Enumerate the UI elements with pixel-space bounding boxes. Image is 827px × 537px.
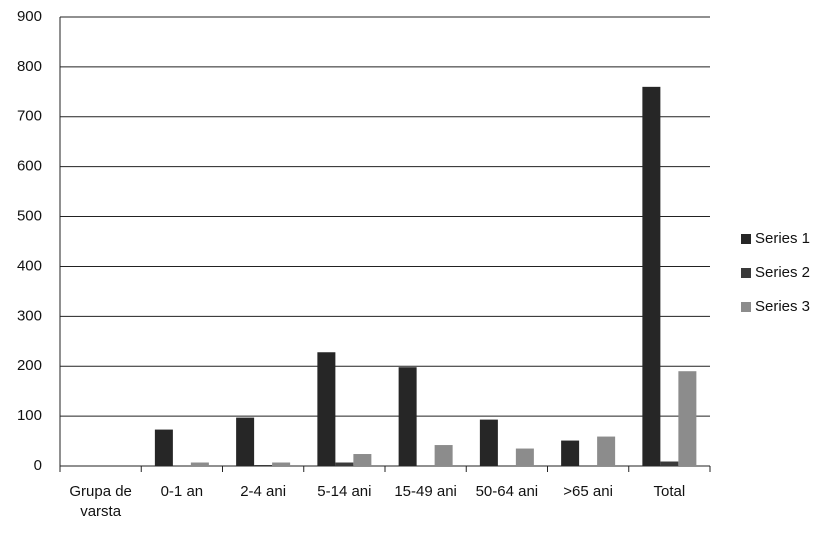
bar — [642, 86, 661, 466]
bar — [317, 352, 336, 466]
bar — [254, 465, 273, 466]
x-tick-label: Total — [653, 483, 686, 500]
y-tick-label: 0 — [34, 457, 42, 474]
x-tick-label: 2-4 ani — [240, 483, 287, 500]
y-tick-label: 800 — [17, 58, 42, 75]
bar — [272, 462, 291, 466]
legend-swatch — [741, 234, 751, 244]
y-tick-label: 900 — [17, 8, 42, 25]
legend-label: Series 1 — [755, 230, 810, 247]
y-tick-label: 600 — [17, 158, 42, 175]
bar — [335, 462, 354, 466]
bar — [398, 367, 417, 466]
legend-swatch — [741, 302, 751, 312]
legend-label: Series 2 — [755, 264, 810, 281]
bar — [190, 462, 209, 466]
bar — [434, 445, 453, 466]
x-tick-label: >65 ani — [563, 483, 613, 500]
y-tick-label: 400 — [17, 257, 42, 274]
bar — [236, 417, 255, 466]
bar — [479, 419, 498, 466]
bar — [561, 440, 580, 466]
y-tick-label: 200 — [17, 357, 42, 374]
x-tick-label: Grupa de varsta — [69, 483, 132, 520]
legend-label: Series 3 — [755, 298, 810, 315]
x-tick-label: 50-64 ani — [475, 483, 539, 500]
bar — [515, 448, 534, 466]
legend-swatch — [741, 268, 751, 278]
x-tick-label: 15-49 ani — [394, 483, 457, 500]
y-tick-label: 100 — [17, 407, 42, 424]
y-tick-label: 500 — [17, 208, 42, 225]
y-tick-label: 300 — [17, 307, 42, 324]
y-tick-label: 700 — [17, 108, 42, 125]
bar — [597, 436, 616, 466]
bar — [154, 429, 173, 466]
bar — [678, 371, 697, 466]
bar — [353, 454, 372, 466]
x-tick-label: 5-14 ani — [317, 483, 372, 500]
x-tick-label: 0-1 an — [160, 483, 204, 500]
bar — [660, 461, 679, 466]
